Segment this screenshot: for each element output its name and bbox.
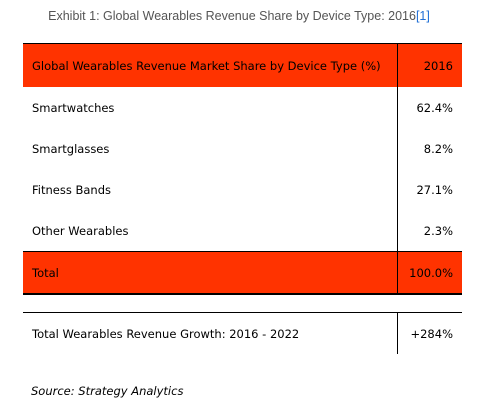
row-value: 27.1% [397, 169, 462, 210]
table-total-row: Total 100.0% [23, 251, 462, 295]
row-label: Fitness Bands [32, 182, 112, 197]
row-value: 8.2% [397, 128, 462, 169]
revenue-share-table: Global Wearables Revenue Market Share by… [23, 43, 462, 295]
header-label: Global Wearables Revenue Market Share by… [23, 43, 398, 87]
caption-text: Exhibit 1: Global Wearables Revenue Shar… [48, 9, 416, 23]
exhibit-caption: Exhibit 1: Global Wearables Revenue Shar… [0, 9, 478, 23]
growth-label: Total Wearables Revenue Growth: 2016 - 2… [23, 312, 398, 354]
source-note: Source: Strategy Analytics [31, 384, 184, 398]
total-label: Total [23, 251, 398, 295]
growth-value: +284% [397, 312, 462, 354]
header-year: 2016 [397, 43, 462, 87]
row-value: 62.4% [397, 87, 462, 128]
table-row: Smartwatches 62.4% [23, 87, 462, 128]
row-label: Other Wearables [32, 223, 129, 238]
row-value: 2.3% [397, 210, 462, 252]
total-value: 100.0% [397, 251, 462, 295]
table-row: Smartglasses 8.2% [23, 128, 462, 169]
growth-table: Total Wearables Revenue Growth: 2016 - 2… [23, 312, 462, 354]
table-row: Other Wearables 2.3% [23, 210, 462, 252]
row-label: Smartwatches [32, 100, 115, 115]
table-row: Fitness Bands 27.1% [23, 169, 462, 210]
row-label: Smartglasses [32, 141, 110, 156]
table-header-row: Global Wearables Revenue Market Share by… [23, 43, 462, 87]
caption-reference-link[interactable]: [1] [415, 9, 430, 23]
growth-row: Total Wearables Revenue Growth: 2016 - 2… [23, 312, 462, 354]
